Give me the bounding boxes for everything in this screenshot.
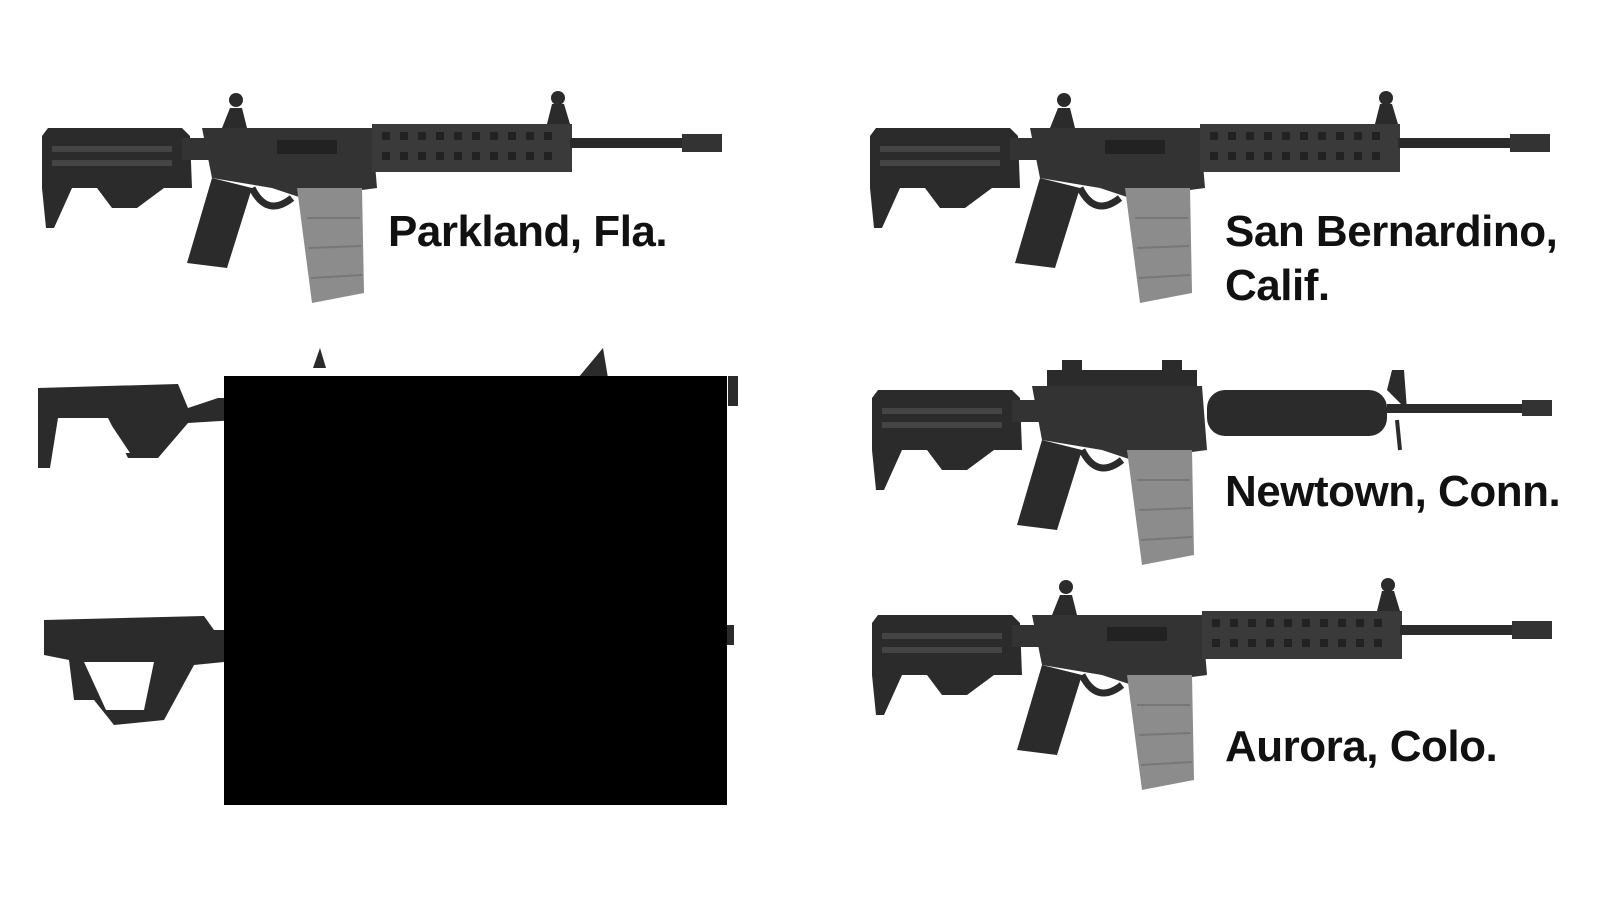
rifle-newtown (872, 350, 1562, 575)
rifle-partial-1 (38, 348, 738, 468)
label-parkland: Parkland, Fla. (388, 207, 668, 256)
rifle-parkland (42, 88, 732, 313)
label-aurora: Aurora, Colo. (1225, 722, 1498, 771)
label-newtown: Newtown, Conn. (1225, 467, 1561, 516)
label-san-bernardino-line1: San Bernardino, (1225, 207, 1558, 256)
redaction-box (224, 376, 727, 805)
label-san-bernardino: San Bernardino, Calif. (1225, 205, 1558, 313)
label-san-bernardino-line2: Calif. (1225, 261, 1330, 310)
